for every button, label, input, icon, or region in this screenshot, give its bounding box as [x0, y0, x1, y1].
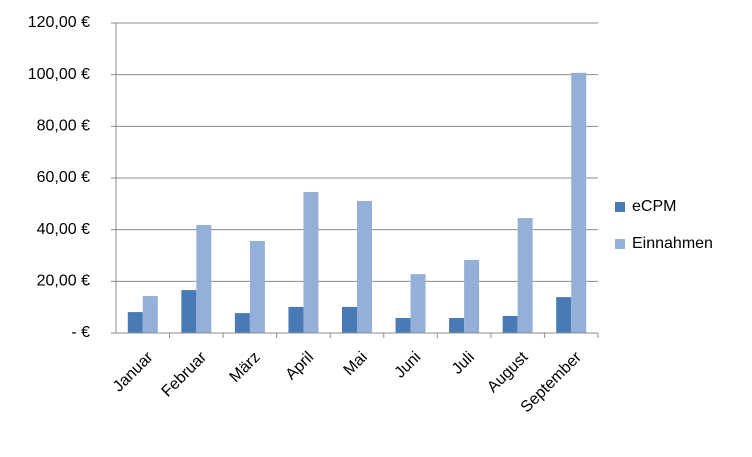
x-tick-label: Februar [159, 348, 211, 400]
legend-label: Einnahmen [632, 235, 713, 252]
bar [288, 306, 304, 333]
bar [127, 312, 143, 333]
bar [410, 274, 426, 333]
y-tick-label: 60,00 € [37, 169, 90, 186]
x-tick-label: August [484, 348, 532, 396]
y-tick-label: - € [71, 324, 90, 341]
y-tick-label: 80,00 € [37, 118, 90, 135]
bar [464, 259, 480, 333]
bar [357, 200, 372, 333]
legend-label: eCPM [632, 198, 676, 215]
bar [517, 218, 533, 333]
y-tick-label: 20,00 € [37, 273, 90, 290]
y-tick-label: 100,00 € [28, 66, 90, 83]
x-tick-label: Mai [341, 349, 371, 379]
x-tick-label: Juni [392, 349, 425, 382]
bar [142, 296, 158, 333]
x-tick-label: Januar [110, 348, 157, 395]
bar [181, 290, 197, 333]
bar [196, 225, 212, 333]
x-tick-label: April [283, 349, 318, 384]
bar [342, 306, 357, 333]
bar [556, 297, 572, 333]
y-tick-label: 120,00 € [28, 14, 90, 31]
legend-swatch [615, 202, 625, 212]
bar [449, 318, 465, 333]
bar [571, 72, 587, 333]
bar [502, 315, 518, 333]
x-tick-label: März [227, 349, 264, 386]
bar [303, 191, 319, 333]
legend-swatch [615, 239, 625, 249]
bar [249, 241, 265, 333]
bar [234, 313, 250, 333]
x-tick-label: Juli [449, 349, 478, 378]
y-tick-label: 40,00 € [37, 221, 90, 238]
bar [395, 318, 411, 333]
